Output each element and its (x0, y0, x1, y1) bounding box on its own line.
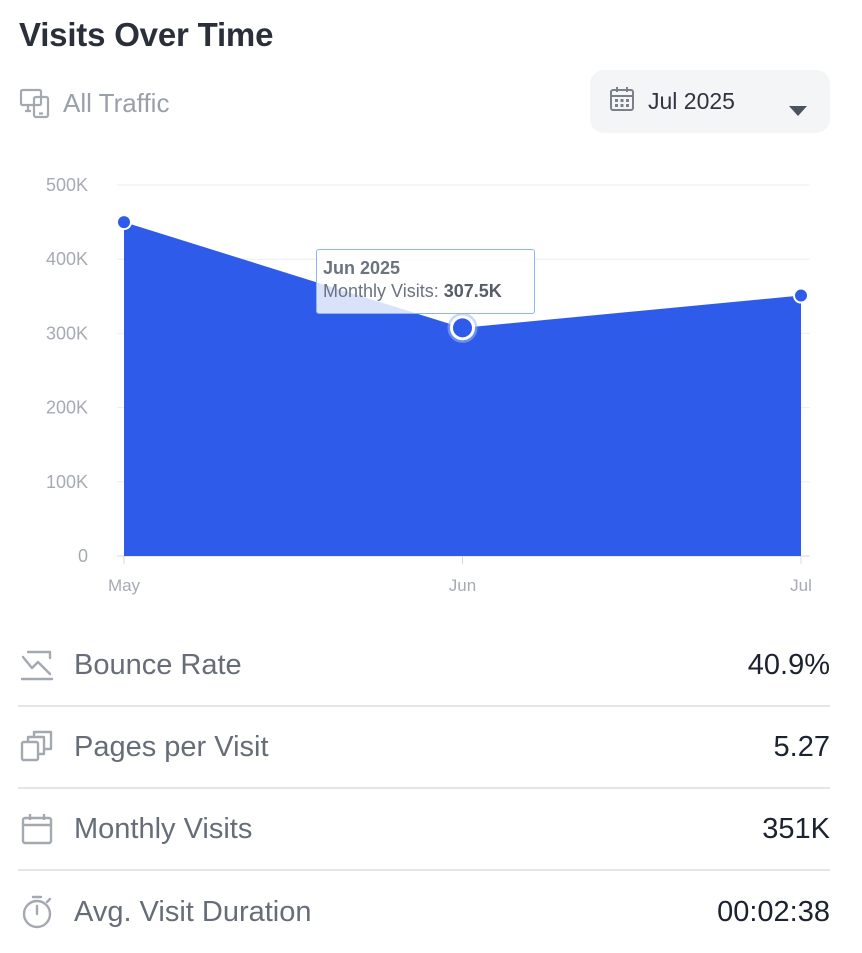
y-tick-label: 0 (78, 546, 88, 566)
visits-area-chart: 0 100K 200K 300K 400K 500K May Jun Jul (46, 175, 812, 595)
stat-label: Avg. Visit Duration (74, 895, 312, 928)
stat-label: Monthly Visits (74, 812, 253, 845)
traffic-filter[interactable]: All Traffic (19, 86, 169, 120)
calendar-icon (18, 810, 56, 848)
stat-row-avg-visit-duration: Avg. Visit Duration 00:02:38 (18, 871, 830, 953)
pages-icon (18, 728, 56, 766)
stats-list: Bounce Rate 40.9% Pages per Visit 5.27 M… (18, 625, 830, 953)
data-point (793, 287, 809, 304)
date-selector-label: Jul 2025 (648, 88, 735, 114)
tooltip-title: Jun 2025 (323, 258, 401, 278)
stat-row-bounce-rate: Bounce Rate 40.9% (18, 625, 830, 707)
chart-tooltip: Jun 2025 Monthly Visits: 307.5K (316, 249, 535, 314)
x-tick-label: Jun (449, 576, 476, 595)
y-tick-label: 400K (46, 249, 88, 269)
stat-value: 40.9% (747, 648, 830, 681)
tooltip-line: Monthly Visits: 307.5K (323, 278, 528, 304)
y-tick-label: 500K (46, 175, 88, 195)
stat-value: 5.27 (773, 730, 830, 763)
stat-label: Pages per Visit (74, 730, 269, 763)
area-series (124, 222, 801, 556)
stat-label: Bounce Rate (74, 648, 242, 681)
stopwatch-icon (18, 893, 56, 931)
tooltip-label: Monthly Visits: (323, 281, 439, 301)
chevron-down-icon (788, 96, 808, 123)
stat-value: 351K (762, 812, 830, 845)
data-point-active (450, 315, 475, 341)
page-title: Visits Over Time (19, 16, 274, 53)
traffic-label: All Traffic (63, 87, 170, 118)
stat-row-pages-per-visit: Pages per Visit 5.27 (18, 707, 830, 789)
data-point (116, 214, 132, 231)
x-tick-label: May (108, 576, 141, 595)
y-tick-label: 100K (46, 472, 88, 492)
y-tick-label: 200K (46, 398, 88, 418)
y-tick-label: 300K (46, 323, 88, 343)
devices-icon (19, 86, 53, 120)
trend-down-icon (18, 646, 56, 684)
date-selector[interactable]: Jul 2025 (590, 70, 830, 133)
tooltip-value: 307.5K (443, 281, 502, 301)
stat-row-monthly-visits: Monthly Visits 351K (18, 789, 830, 871)
x-tick-label: Jul (790, 576, 812, 595)
stat-value: 00:02:38 (717, 895, 830, 928)
calendar-icon (608, 85, 636, 119)
